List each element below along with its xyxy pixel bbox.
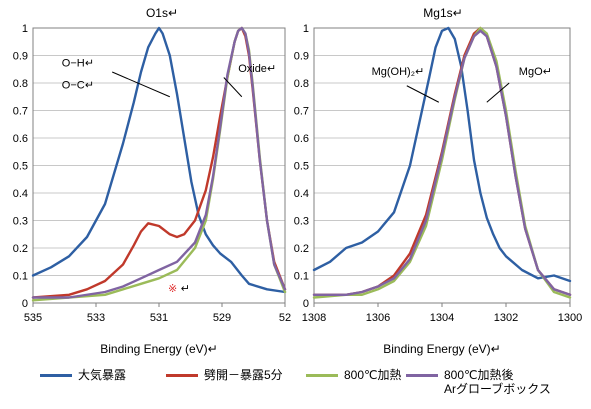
annotation-label: Oxide↵ [238,63,276,75]
y-tick-label: 0.5 [294,161,309,173]
legend-swatch-air-exposure [40,374,72,377]
series-line-1 [31,26,287,294]
x-tick-label: 533 [87,312,105,324]
annotation-label: ※ [168,283,177,295]
y-tick-label: 0.8 [13,78,28,90]
y-tick-label: 0.2 [294,243,309,255]
legend-item-air-exposure: 大気暴露 [40,368,126,382]
y-tick-label: 0.2 [13,243,28,255]
y-tick-label: 0.9 [13,51,28,63]
legend-swatch-heated [306,374,338,377]
series-line-1 [312,26,572,283]
legend-item-heated: 800℃加熱 [306,368,402,382]
x-tick-label: 1302 [494,312,518,324]
legend-label-heated: 800℃加熱 [344,368,402,382]
y-tick-label: 0.1 [13,271,28,283]
y-tick-label: 0.4 [294,188,309,200]
legend-label-cleaved: 劈開－暴露5分 [204,368,283,382]
y-tick-label: 1 [22,23,28,35]
y-tick-label: 0.8 [294,78,309,90]
annotation-label: O−H↵ [62,58,94,70]
y-tick-label: 0.9 [294,51,309,63]
x-tick-label: 1300 [558,312,582,324]
y-tick-label: 0.6 [294,133,309,145]
legend-swatch-cleaved [166,374,198,377]
x-tick-label: 531 [150,312,168,324]
x-tick-label: 1306 [366,312,390,324]
x-axis-label: Binding Energy (eV)↵ [383,342,500,356]
chart-title: O1s↵ [146,6,178,20]
x-tick-label: 1304 [430,312,454,324]
y-tick-label: 0.5 [13,161,28,173]
y-tick-label: 0 [22,298,28,310]
y-tick-label: 0.3 [294,216,309,228]
series-line-4 [312,29,572,296]
x-tick-label: 52 [279,312,291,324]
x-tick-label: 1308 [302,312,326,324]
y-tick-label: 0.1 [294,271,309,283]
y-tick-label: 0 [303,298,309,310]
annotation-label: ↵ [181,283,190,295]
annotation-leader [223,77,243,98]
y-tick-label: 0.3 [13,216,28,228]
annotation-leader [486,82,510,103]
chart-panel-1: O1s↵ 0 0.1 0.2 0.3 0.4 0.5 0.6 0.7 0.8 0.9 1 535 533 5… [13,6,291,356]
legend-label-heated-glovebox: 800℃加熱後 Arグローブボックス [444,368,551,396]
legend-item-heated-glovebox: 800℃加熱後 Arグローブボックス [406,368,551,396]
y-tick-label: 1 [303,23,309,35]
x-tick-label: 529 [213,312,231,324]
legend-label-air-exposure: 大気暴露 [78,368,127,382]
y-tick-label: 0.4 [13,188,28,200]
annotation-leader [112,71,170,98]
y-tick-label: 0.7 [13,106,28,118]
x-axis-label: Binding Energy (eV)↵ [100,342,217,356]
annotation-label: Mg(OH)₂↵ [372,66,425,78]
chart-title: Mg1s↵ [423,6,462,20]
legend-item-cleaved: 劈開－暴露5分 [166,368,283,382]
annotation-leader [406,85,440,103]
annotation-label: MgO↵ [519,66,552,78]
x-tick-label: 535 [24,312,42,324]
chart-panel-2: Mg1s↵ 0 0.1 0.2 0.3 0.4 0.5 0.6 0.7 0.8 0.9 1 1308 13… [294,6,583,356]
series-line-4 [31,26,287,299]
legend: 大気暴露 劈開－暴露5分 800℃加熱 800℃加熱後 Arグローブボックス [40,368,588,408]
y-tick-label: 0.7 [294,106,309,118]
plot-area [313,27,571,304]
y-tick-label: 0.6 [13,133,28,145]
legend-swatch-heated-glovebox [406,374,438,377]
annotation-label: O−C↵ [62,80,94,92]
